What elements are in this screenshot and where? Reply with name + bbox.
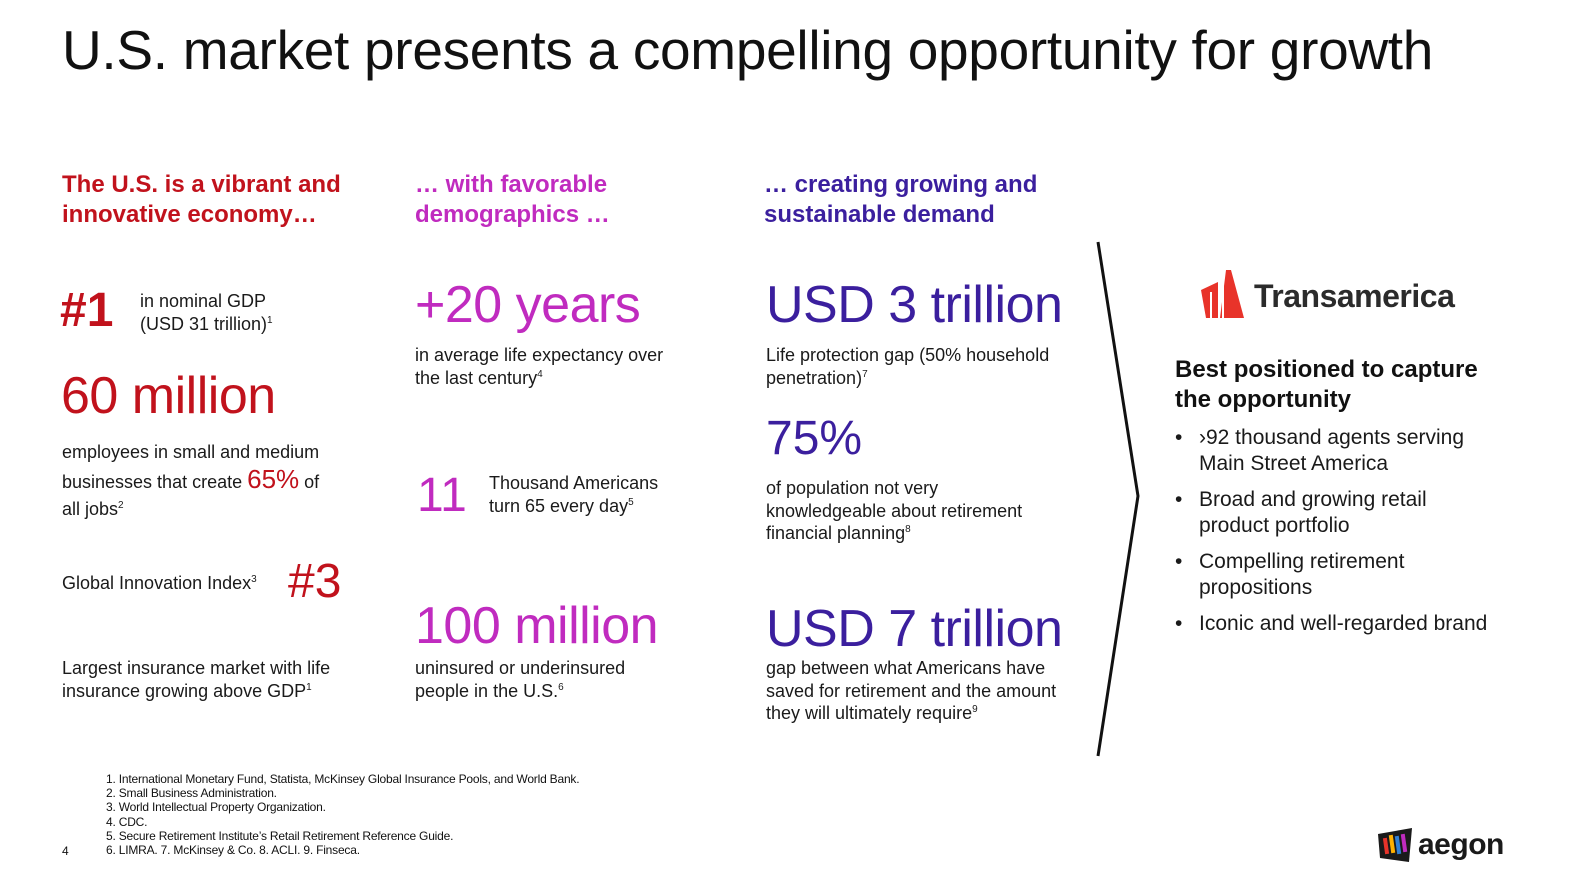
- turn65-text: Thousand Americans turn 65 every day5: [489, 473, 659, 516]
- gdp-text: in nominal GDP (USD 31 trillion)1: [140, 291, 273, 334]
- pct-value: 75%: [766, 412, 863, 465]
- col3-heading: … creating growing and sustainable deman…: [764, 171, 1038, 228]
- gdp-rank: #1: [60, 284, 114, 337]
- page-title: U.S. market presents a compelling opport…: [62, 19, 1434, 81]
- retire-value: USD 7 trillion: [766, 600, 1063, 658]
- col2-heading: … with favorable demographics …: [415, 171, 610, 228]
- chevron-divider: [1096, 241, 1140, 757]
- footnotes: 1. International Monetary Fund, Statista…: [106, 772, 580, 858]
- aegon-mark-icon: [1378, 828, 1412, 862]
- footnote: 5. Secure Retirement Institute’s Retail …: [106, 828, 454, 843]
- years-text: in average life expectancy over the last…: [415, 345, 664, 388]
- employees-value: 60 million: [61, 367, 276, 425]
- page-number: 4: [62, 844, 69, 858]
- uninsured-text: uninsured or underinsured people in the …: [415, 658, 626, 701]
- years-value: +20 years: [415, 276, 641, 334]
- uninsured-value: 100 million: [415, 597, 659, 655]
- turn65-value: 11: [417, 469, 467, 522]
- footnote: 1. International Monetary Fund, Statista…: [106, 772, 580, 786]
- footnote: 2. Small Business Administration.: [106, 786, 277, 801]
- footnote: 3. World Intellectual Property Organizat…: [106, 800, 326, 815]
- employees-text: employees in small and medium businesses…: [62, 442, 320, 519]
- col1-heading: The U.S. is a vibrant and innovative eco…: [62, 171, 341, 228]
- aegon-logo: aegon: [1376, 826, 1504, 864]
- gii-rank: #3: [288, 555, 342, 608]
- gap-text: Life protection gap (50% household penet…: [766, 345, 1050, 388]
- footnote: 6. LIMRA. 7. McKinsey & Co. 8. ACLI. 9. …: [106, 843, 360, 858]
- transamerica-pyramid-icon: [1201, 270, 1244, 320]
- insurance-text: Largest insurance market with life insur…: [62, 658, 331, 701]
- footnote: 4. CDC.: [106, 814, 148, 829]
- rhs-heading: Best positioned to capture the opportuni…: [1175, 356, 1478, 413]
- aegon-wordmark: aegon: [1418, 828, 1504, 861]
- transamerica-wordmark: Transamerica: [1254, 277, 1455, 314]
- retire-text: gap between what Americans have saved fo…: [766, 658, 1057, 723]
- gap-value: USD 3 trillion: [766, 276, 1063, 334]
- gii-text: Global Innovation Index3: [62, 573, 257, 593]
- pct-text: of population not very knowledgeable abo…: [766, 478, 1023, 543]
- list-item: Iconic and well-regarded brand: [1175, 611, 1555, 637]
- transamerica-logo: Transamerica: [1198, 268, 1455, 324]
- employees-pct: 65%: [247, 464, 300, 494]
